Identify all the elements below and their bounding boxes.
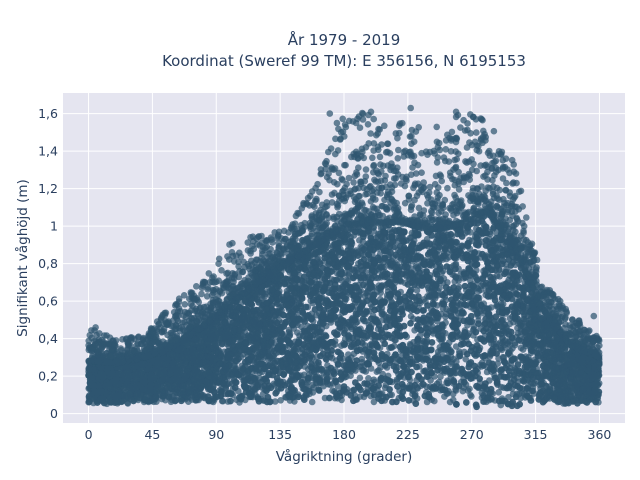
data-point	[370, 398, 378, 406]
scatter-points	[85, 104, 603, 411]
data-point	[468, 393, 475, 400]
data-point	[356, 374, 364, 382]
data-point	[391, 336, 399, 344]
chart-title-line2: Koordinat (Sweref 99 TM): E 356156, N 61…	[162, 52, 526, 70]
data-point	[373, 368, 381, 376]
chart-title-line1: År 1979 - 2019	[288, 30, 401, 49]
data-point	[218, 397, 226, 405]
data-point	[377, 289, 385, 297]
data-point	[347, 372, 354, 380]
